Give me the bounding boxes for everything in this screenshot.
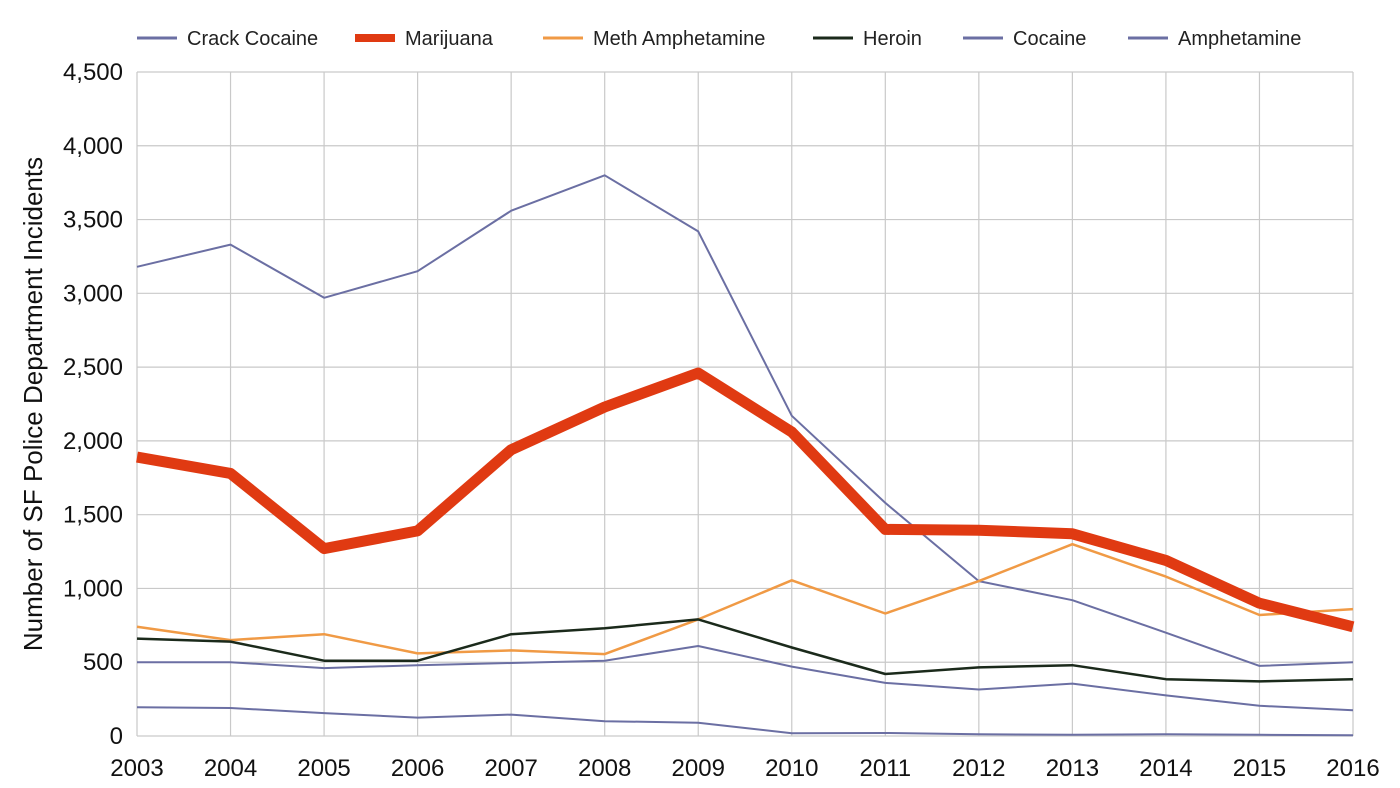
- y-tick-label: 2,000: [63, 428, 123, 455]
- x-tick-label: 2010: [765, 755, 818, 782]
- x-tick-label: 2005: [297, 755, 350, 782]
- y-tick-label: 2,500: [63, 354, 123, 381]
- y-tick-label: 3,000: [63, 280, 123, 307]
- grid: [136, 71, 1354, 737]
- y-tick-label: 0: [110, 723, 123, 750]
- x-tick-label: 2015: [1233, 755, 1286, 782]
- x-tick-label: 2014: [1139, 755, 1192, 782]
- x-tick-label: 2007: [484, 755, 537, 782]
- legend-label: Meth Amphetamine: [593, 28, 765, 50]
- series-line-meth-amphetamine: [136, 542, 1354, 656]
- x-tick-label: 2009: [672, 755, 725, 782]
- x-tick-label: 2004: [204, 755, 257, 782]
- legend-label: Amphetamine: [1178, 28, 1301, 50]
- legend-label: Cocaine: [1013, 28, 1086, 50]
- y-tick-label: 4,000: [63, 133, 123, 160]
- y-tick-label: 3,500: [63, 207, 123, 234]
- series-line-amphetamine: [136, 706, 1354, 737]
- x-axis-ticks: 2003 2004 2005 2006 2007 2008 2009 2010 2011 2012…: [110, 755, 1379, 782]
- series-line-heroin: [136, 618, 1354, 683]
- legend-label: Crack Cocaine: [187, 28, 318, 50]
- x-tick-label: 2006: [391, 755, 444, 782]
- x-tick-label: 2011: [860, 755, 912, 782]
- series-lines: [136, 174, 1355, 737]
- x-tick-label: 2003: [110, 755, 163, 782]
- legend: Crack Cocaine Marijuana Meth Amphetamine He…: [137, 28, 1301, 50]
- y-tick-label: 500: [83, 649, 123, 676]
- x-tick-label: 2012: [952, 755, 1005, 782]
- x-tick-label: 2016: [1326, 755, 1379, 782]
- y-tick-label: 4,500: [63, 59, 123, 86]
- x-tick-label: 2008: [578, 755, 631, 782]
- series-line-cocaine: [137, 645, 1354, 712]
- series-line-crack-cocaine: [136, 174, 1354, 667]
- y-axis-title: Number of SF Police Department Incidents: [18, 157, 48, 651]
- y-tick-label: 1,000: [63, 575, 123, 602]
- x-tick-label: 2013: [1046, 755, 1099, 782]
- series-line-marijuana: [136, 367, 1355, 633]
- legend-label: Heroin: [863, 28, 922, 50]
- legend-label: Marijuana: [405, 28, 494, 50]
- y-tick-label: 1,500: [63, 502, 123, 529]
- y-axis-ticks: 0 500 1,000 1,500 2,000 2,500 3,000 3,500 4,000 4…: [63, 59, 123, 750]
